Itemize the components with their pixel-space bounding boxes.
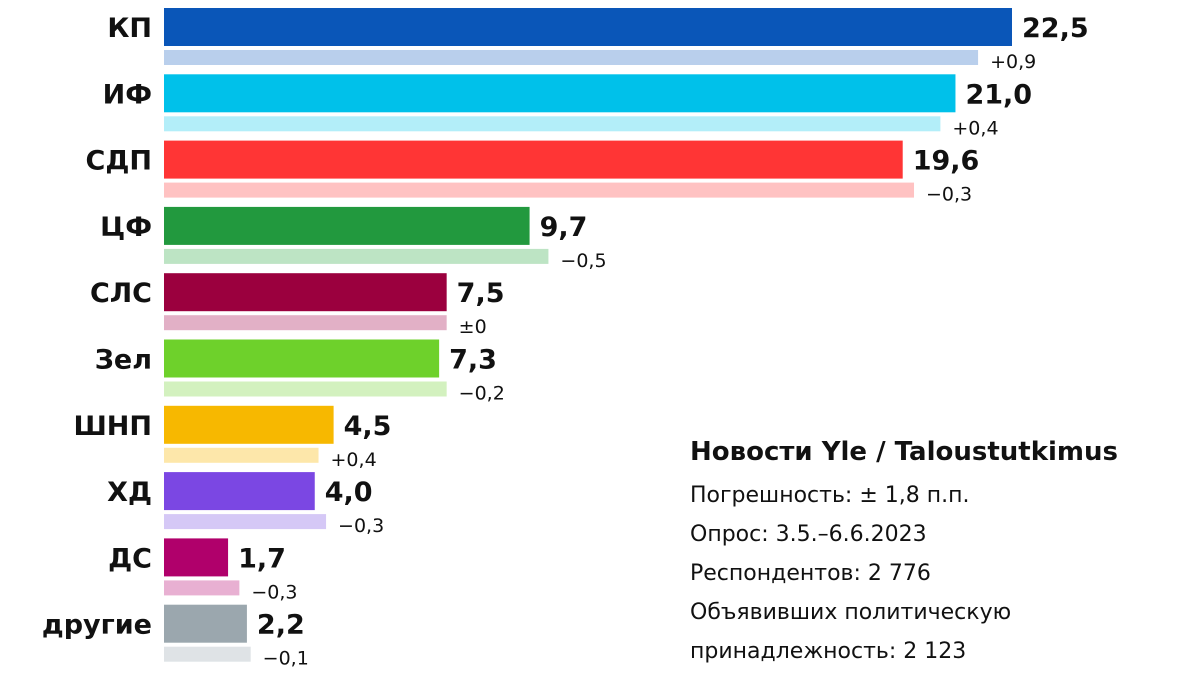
current-bar [164, 8, 1012, 46]
change-label: −0,3 [251, 581, 297, 603]
change-label: −0,3 [338, 515, 384, 537]
current-bar [164, 74, 956, 113]
current-bar [164, 273, 447, 312]
value-label: 21,0 [965, 79, 1032, 110]
info-poll-dates: Опрос: 3.5.–6.6.2023 [690, 522, 927, 547]
current-bar [164, 538, 229, 577]
change-label: −0,1 [263, 648, 309, 670]
previous-bar [164, 315, 447, 331]
party-label: ХД [107, 477, 152, 508]
poll-info: Новости Yle / Taloustutkimus Погрешность… [690, 432, 1190, 671]
previous-bar [164, 580, 240, 596]
value-label: 19,6 [913, 146, 980, 177]
value-label: 1,7 [238, 543, 286, 574]
change-label: −0,3 [926, 184, 972, 206]
previous-bar [164, 646, 251, 662]
party-label: КП [107, 13, 152, 44]
party-label: Зел [95, 345, 152, 376]
current-bar [164, 405, 334, 444]
current-bar [164, 140, 903, 179]
info-margin-of-error: Погрешность: ± 1,8 п.п. [690, 483, 970, 508]
previous-bar [164, 248, 549, 264]
party-label: СЛС [90, 278, 152, 309]
current-bar [164, 472, 315, 511]
party-label: СДП [86, 146, 152, 177]
value-label: 22,5 [1022, 13, 1089, 44]
value-label: 7,3 [449, 345, 497, 376]
info-title: Новости Yle / Taloustutkimus [690, 437, 1118, 467]
previous-bar [164, 182, 915, 198]
current-bar [164, 206, 530, 245]
party-label: другие [42, 610, 152, 641]
previous-bar [164, 447, 319, 463]
change-label: +0,9 [990, 51, 1036, 73]
value-label: 4,0 [325, 477, 373, 508]
value-label: 9,7 [540, 212, 588, 243]
previous-bar [164, 381, 447, 397]
current-bar [164, 339, 440, 378]
change-label: −0,2 [459, 383, 505, 405]
current-bar [164, 604, 247, 643]
party-label: ЦФ [100, 212, 152, 243]
value-label: 2,2 [257, 610, 305, 641]
info-declared-line1: Объявивших политическую [690, 600, 1012, 625]
info-declared-line2: принадлежность: 2 123 [690, 639, 967, 664]
previous-bar [164, 116, 941, 132]
change-label: +0,4 [331, 449, 377, 471]
value-label: 4,5 [344, 411, 392, 442]
party-label: ДС [108, 543, 152, 574]
info-respondents: Респондентов: 2 776 [690, 561, 931, 586]
value-label: 7,5 [457, 278, 505, 309]
party-label: ШНП [73, 411, 152, 442]
change-label: +0,4 [952, 117, 998, 139]
party-label: ИФ [103, 79, 152, 110]
change-label: −0,5 [560, 250, 606, 272]
previous-bar [164, 514, 327, 530]
change-label: ±0 [459, 316, 487, 338]
previous-bar [164, 50, 979, 65]
